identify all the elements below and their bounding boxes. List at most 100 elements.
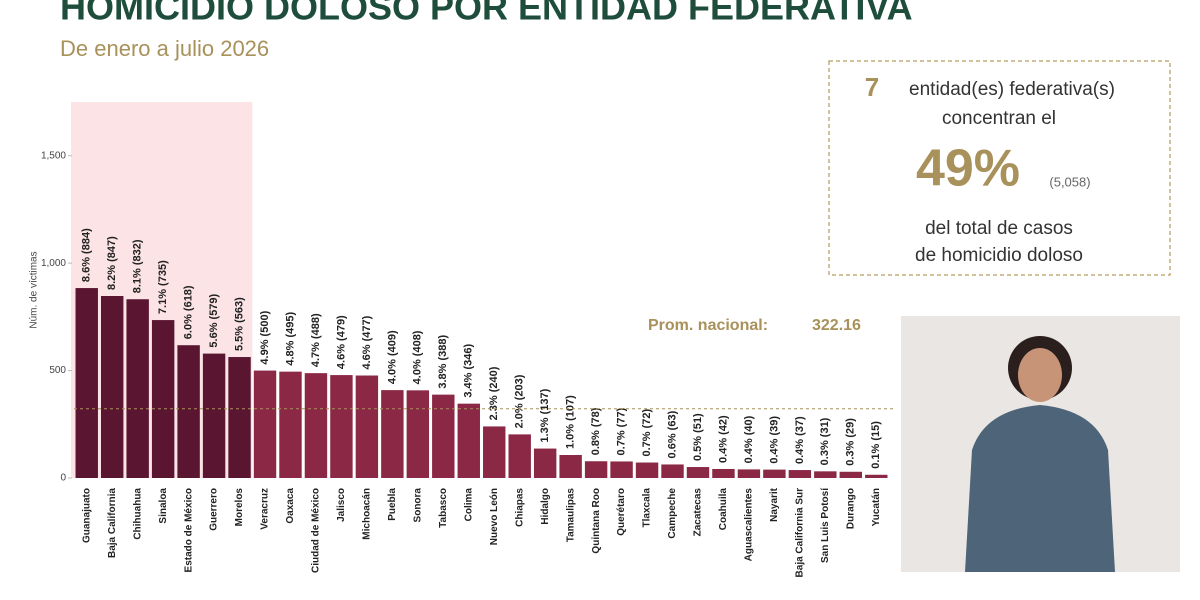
title: HOMICIDIO DOLOSO POR ENTIDAD FEDERATIVA	[60, 0, 913, 28]
value-label: 4.9% (500)	[259, 310, 271, 364]
x-tick-label: Campeche	[667, 488, 678, 539]
average-value: 322.16	[812, 317, 861, 334]
value-label: 0.5% (51)	[692, 413, 704, 461]
value-label: 5.5% (563)	[233, 297, 245, 351]
x-tick-label: Oaxaca	[285, 488, 296, 524]
value-label: 5.6% (579)	[208, 293, 220, 347]
y-tick-label: 500	[49, 365, 66, 376]
value-label: 0.7% (72)	[641, 409, 653, 457]
callout-count: 7	[865, 72, 879, 102]
y-tick-label: 1,000	[41, 258, 66, 269]
bar	[457, 403, 480, 478]
value-label: 4.6% (477)	[361, 315, 373, 369]
x-tick-label: Estado de México	[183, 488, 194, 572]
bar	[330, 375, 353, 478]
bar	[483, 426, 506, 478]
bar	[508, 434, 531, 478]
x-tick-label: Guanajuato	[81, 488, 92, 543]
x-tick-label: Tamaulipas	[565, 488, 576, 543]
bar	[865, 474, 888, 478]
bar	[737, 469, 761, 478]
value-label: 4.0% (408)	[412, 330, 424, 384]
bar	[75, 288, 98, 478]
value-label: 0.4% (37)	[794, 416, 806, 464]
bar	[763, 469, 786, 478]
callout-text: de homicidio doloso	[915, 245, 1083, 266]
bar	[151, 320, 175, 478]
x-tick-label: Puebla	[387, 488, 398, 521]
bar	[712, 468, 735, 478]
x-tick-label: Nuevo León	[489, 488, 500, 545]
y-tick-label: 0	[60, 473, 66, 484]
value-label: 0.7% (77)	[615, 407, 627, 455]
bar	[635, 462, 659, 478]
bar	[686, 467, 710, 478]
x-tick-label: Chiapas	[514, 488, 525, 527]
value-label: 3.8% (388)	[437, 334, 449, 388]
x-tick-label: Tlaxcala	[642, 488, 653, 528]
value-label: 4.0% (409)	[386, 330, 398, 384]
callout-text: del total de casos	[925, 218, 1073, 239]
subtitle: De enero a julio 2026	[60, 36, 269, 61]
average-label: Prom. nacional:	[648, 317, 768, 334]
value-label: 4.6% (479)	[335, 315, 347, 369]
bar	[559, 455, 582, 478]
bar	[177, 345, 200, 478]
value-label: 1.3% (137)	[539, 388, 551, 442]
bar	[661, 464, 684, 478]
bar	[533, 448, 557, 478]
value-label: 2.0% (203)	[514, 374, 526, 428]
x-tick-label: Sonora	[412, 488, 423, 523]
callout-text: entidad(es) federativa(s)	[909, 79, 1115, 100]
bar	[126, 299, 149, 478]
value-label: 0.3% (31)	[819, 417, 831, 465]
bar	[228, 357, 251, 478]
callout-share: 49%	[916, 140, 1020, 198]
value-label: 0.4% (40)	[743, 415, 755, 463]
value-label: 1.0% (107)	[565, 395, 577, 449]
value-label: 6.0% (618)	[183, 285, 195, 339]
bar	[839, 471, 863, 478]
x-tick-label: Baja California	[107, 488, 118, 558]
bar	[584, 461, 608, 478]
bar	[202, 353, 226, 478]
y-axis-label: Núm. de víctimas	[29, 251, 40, 328]
value-label: 0.3% (29)	[845, 418, 857, 466]
x-tick-label: Chihuahua	[132, 488, 143, 540]
x-tick-label: Quintana Roo	[591, 488, 602, 554]
value-label: 7.1% (735)	[157, 260, 169, 314]
x-tick-label: San Luis Potosí	[820, 487, 831, 563]
bar	[304, 373, 328, 478]
x-tick-label: Nayarit	[769, 487, 780, 522]
callout-text: concentran el	[942, 108, 1056, 129]
y-tick-label: 1,500	[41, 150, 66, 161]
x-tick-label: Yucatán	[871, 488, 882, 526]
value-label: 8.1% (832)	[132, 239, 144, 293]
x-tick-label: Colima	[463, 488, 474, 522]
value-label: 2.3% (240)	[488, 366, 500, 420]
x-tick-label: Durango	[845, 488, 856, 529]
x-tick-label: Hidalgo	[540, 488, 551, 525]
x-tick-label: Aguascalientes	[744, 488, 755, 562]
bar	[814, 471, 837, 478]
bar	[253, 370, 277, 478]
value-label: 0.4% (39)	[768, 416, 780, 464]
x-tick-label: Morelos	[234, 488, 245, 527]
x-tick-label: Veracruz	[260, 488, 271, 530]
value-label: 8.2% (847)	[106, 236, 118, 290]
bar	[381, 390, 404, 478]
bar	[788, 470, 812, 478]
value-label: 8.6% (884)	[81, 228, 93, 282]
bar	[100, 296, 124, 478]
x-tick-label: Zacatecas	[693, 488, 704, 537]
value-label: 3.4% (346)	[463, 344, 475, 398]
x-tick-label: Tabasco	[438, 488, 449, 528]
bar	[406, 390, 430, 478]
bar	[355, 375, 379, 478]
x-tick-label: Baja California Sur	[795, 488, 806, 578]
callout-box	[828, 60, 1171, 276]
value-label: 4.7% (488)	[310, 313, 322, 367]
x-tick-label: Ciudad de México	[311, 488, 322, 573]
x-tick-label: Michoacán	[362, 488, 373, 540]
